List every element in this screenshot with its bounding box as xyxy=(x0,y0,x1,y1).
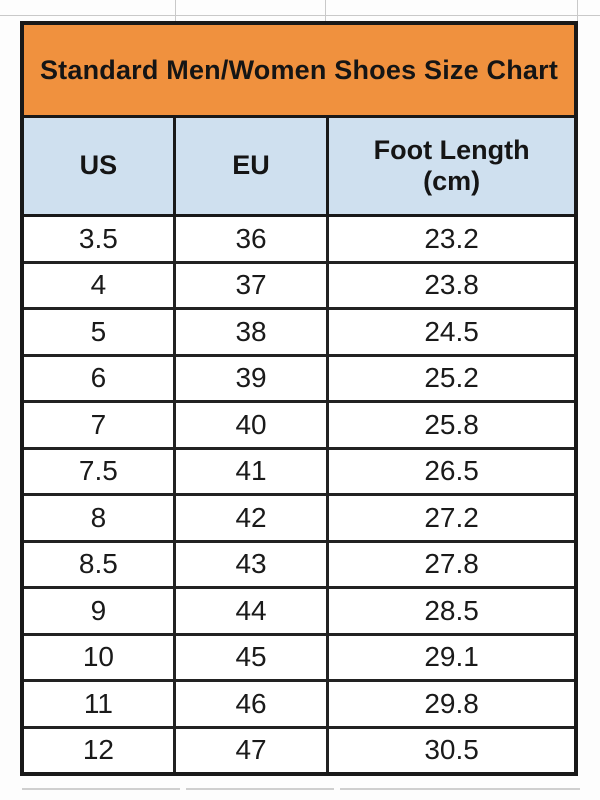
eu-size-cell: 37 xyxy=(176,263,330,307)
spreadsheet-gridline xyxy=(340,788,580,790)
table-row: 11 46 29.8 xyxy=(24,682,574,729)
eu-size-cell: 41 xyxy=(176,449,330,493)
spreadsheet-gridline xyxy=(325,0,326,21)
column-header-label: Foot Length xyxy=(373,134,530,165)
foot-length-cell: 26.5 xyxy=(424,455,479,487)
table-header-row: US EU Foot Length (cm) xyxy=(24,118,574,217)
eu-size-cell: 46 xyxy=(176,682,330,726)
eu-size-cell: 39 xyxy=(176,356,330,400)
spreadsheet-gridline xyxy=(577,0,578,21)
spreadsheet-gridline xyxy=(186,788,334,790)
table-row: 8.5 43 27.8 xyxy=(24,542,574,589)
table-row: 10 45 29.1 xyxy=(24,635,574,682)
foot-length-cell: 30.5 xyxy=(424,734,479,766)
foot-length-cell: 23.8 xyxy=(424,269,479,301)
table-row: 9 44 28.5 xyxy=(24,589,574,636)
eu-size-cell: 44 xyxy=(176,589,330,633)
us-size-cell: 5 xyxy=(24,310,176,354)
column-header-eu: EU xyxy=(176,118,330,214)
us-size-cell: 9 xyxy=(24,589,176,633)
foot-length-cell: 27.2 xyxy=(424,501,479,533)
chart-title: Standard Men/Women Shoes Size Chart xyxy=(24,25,574,118)
spreadsheet-gridline xyxy=(175,0,176,21)
eu-size-cell: 43 xyxy=(176,542,330,586)
eu-size-cell: 36 xyxy=(176,217,330,261)
foot-length-cell: 29.8 xyxy=(424,687,479,719)
shoe-size-chart-table: Standard Men/Women Shoes Size Chart US E… xyxy=(20,21,578,776)
us-size-cell: 10 xyxy=(24,635,176,679)
us-size-cell: 8.5 xyxy=(24,542,176,586)
table-row: 4 37 23.8 xyxy=(24,263,574,310)
foot-length-cell: 27.8 xyxy=(424,548,479,580)
column-header-label: EU xyxy=(232,150,270,181)
foot-length-cell: 23.2 xyxy=(424,222,479,254)
table-row: 6 39 25.2 xyxy=(24,356,574,403)
column-header-foot-length: Foot Length (cm) xyxy=(329,118,574,214)
eu-size-cell: 40 xyxy=(176,403,330,447)
foot-length-cell: 24.5 xyxy=(424,315,479,347)
table-row: 7.5 41 26.5 xyxy=(24,449,574,496)
table-row: 12 47 30.5 xyxy=(24,728,574,772)
table-row: 8 42 27.2 xyxy=(24,496,574,543)
us-size-cell: 12 xyxy=(24,728,176,772)
table-row: 7 40 25.8 xyxy=(24,403,574,450)
table-row: 3.5 36 23.2 xyxy=(24,217,574,264)
eu-size-cell: 42 xyxy=(176,496,330,540)
eu-size-cell: 38 xyxy=(176,310,330,354)
us-size-cell: 6 xyxy=(24,356,176,400)
foot-length-cell: 29.1 xyxy=(424,641,479,673)
eu-size-cell: 47 xyxy=(176,728,330,772)
spreadsheet-gridline xyxy=(0,15,600,16)
us-size-cell: 7 xyxy=(24,403,176,447)
foot-length-cell: 25.2 xyxy=(424,362,479,394)
foot-length-cell: 28.5 xyxy=(424,594,479,626)
column-header-label: US xyxy=(79,150,118,181)
us-size-cell: 11 xyxy=(24,682,176,726)
us-size-cell: 7.5 xyxy=(24,449,176,493)
us-size-cell: 3.5 xyxy=(24,217,176,261)
foot-length-cell: 25.8 xyxy=(424,408,479,440)
column-header-us: US xyxy=(24,118,176,214)
table-row: 5 38 24.5 xyxy=(24,310,574,357)
us-size-cell: 8 xyxy=(24,496,176,540)
eu-size-cell: 45 xyxy=(176,635,330,679)
us-size-cell: 4 xyxy=(24,263,176,307)
spreadsheet-gridline xyxy=(22,788,180,790)
column-header-sublabel: (cm) xyxy=(423,166,481,196)
